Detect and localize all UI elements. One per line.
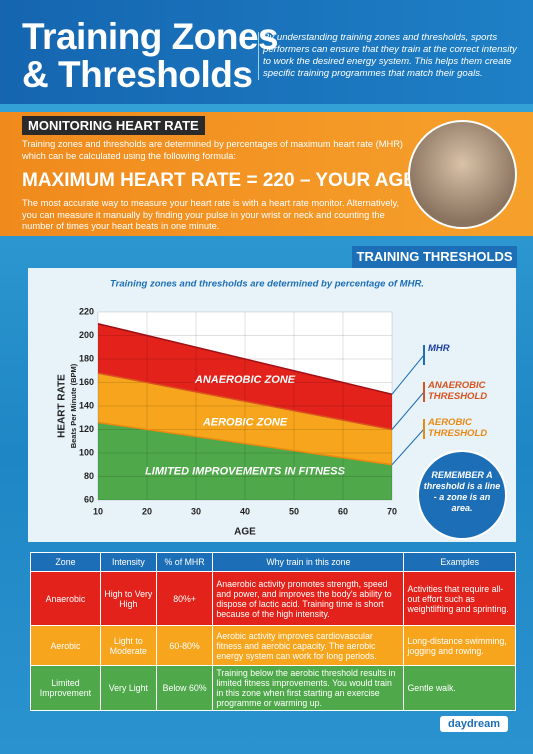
zone-label: LIMITED IMPROVEMENTS IN FITNESS <box>145 466 346 478</box>
title: Training Zones & Thresholds <box>22 16 279 95</box>
y-tick-label: 140 <box>79 400 94 410</box>
x-tick-label: 40 <box>240 506 250 516</box>
x-tick-label: 70 <box>387 506 397 516</box>
column-header: % of MHR <box>155 552 214 572</box>
series-label: AEROBIC THRESHOLD <box>428 417 488 439</box>
formula: MAXIMUM HEART RATE = 220 – YOUR AGE <box>22 170 416 191</box>
x-tick-label: 30 <box>191 506 201 516</box>
y-tick-label: 200 <box>79 330 94 340</box>
note-box: REMEMBER A threshold is a line - a zone … <box>423 470 501 513</box>
table-row: Limited Improvement Very Light Below 60% Tr… <box>30 665 516 711</box>
zone-label: AEROBIC ZONE <box>202 416 288 428</box>
series-label: ANAEROBIC THRESHOLD <box>428 380 488 402</box>
x-tick-label: 10 <box>93 506 103 516</box>
threshold-line <box>97 421 393 466</box>
y-tick-label: 60 <box>84 494 94 504</box>
label-connector <box>391 428 425 466</box>
y-axis-label: HEART RATE <box>57 374 68 438</box>
zone-fill <box>98 373 392 465</box>
label-connector <box>391 391 425 430</box>
logo: daydream <box>440 716 508 732</box>
table-cell: 80%+ <box>155 571 214 626</box>
paragraph: The most accurate way to measure your he… <box>22 198 400 231</box>
photo <box>408 120 517 229</box>
y-tick-label: 100 <box>79 447 94 457</box>
title-line: & Thresholds <box>22 54 253 95</box>
x-tick-label: 60 <box>338 506 348 516</box>
table-cell: Below 60% <box>155 665 214 711</box>
table-cell: Aerobic activity improves cardiovascular… <box>212 625 405 666</box>
y-tick-label: 180 <box>79 353 94 363</box>
series-label-box: MHR <box>428 343 450 354</box>
table-row: Aerobic Light to Moderate 60-80% Aerobic ac… <box>30 625 516 666</box>
section-heading: MONITORING HEART RATE <box>22 116 205 135</box>
table-cell: Aerobic <box>30 625 101 666</box>
series-label-box: AEROBIC THRESHOLD <box>428 417 488 439</box>
table-cell: Activities that require all-out effort s… <box>403 571 516 626</box>
y-tick-label: 80 <box>84 471 94 481</box>
zone-label: ANAEROBIC ZONE <box>194 374 296 386</box>
table-cell: Limited Improvement <box>30 665 101 711</box>
series-label: MHR <box>428 343 450 354</box>
table-cell: Very Light <box>99 665 157 711</box>
section-tab: TRAINING THRESHOLDS <box>352 246 517 268</box>
table-row: Anaerobic High to Very High 80%+ Anaerobic … <box>30 571 516 626</box>
table-cell: Light to Moderate <box>99 625 157 666</box>
y-tick-label: 160 <box>79 377 94 387</box>
zones-table: Zone Intensity% of MHR Why train in this z… <box>30 552 516 711</box>
table-cell: Training below the aerobic threshold res… <box>212 665 405 711</box>
table-cell: High to Very High <box>99 571 157 626</box>
table-cell: Long-distance swimming, jogging and rowi… <box>403 625 516 666</box>
header-row: Zone Intensity% of MHR Why train in this z… <box>30 552 516 572</box>
column-header: Examples <box>403 552 516 572</box>
zone-fill <box>98 323 392 430</box>
x-tick-label: 20 <box>142 506 152 516</box>
y-tick-label: 220 <box>79 306 94 316</box>
table-cell: 60-80% <box>155 625 214 666</box>
y-axis-sublabel: Beats Per Minute (BPM) <box>69 363 78 448</box>
column-header: Why train in this zone <box>212 552 405 572</box>
note: REMEMBER A threshold is a line - a zone … <box>423 470 501 513</box>
threshold-line <box>97 372 393 431</box>
table-cell: Gentle walk. <box>403 665 516 711</box>
y-tick-label: 120 <box>79 424 94 434</box>
threshold-line <box>97 323 393 395</box>
table-cell: Anaerobic <box>30 571 101 626</box>
title-line: Training Zones <box>22 16 279 57</box>
header-band <box>0 0 533 104</box>
chart-subtitle: Training zones and thresholds are determ… <box>110 279 424 290</box>
label-connector <box>391 354 425 395</box>
column-header: Intensity <box>99 552 157 572</box>
note-circle <box>417 450 507 540</box>
x-axis-label: AGE <box>234 527 256 538</box>
intro: By understanding training zones and thre… <box>258 32 525 80</box>
paragraph: Training zones and thresholds are determ… <box>22 139 404 161</box>
x-tick-label: 50 <box>289 506 299 516</box>
zone-fill <box>98 422 392 500</box>
column-header: Zone <box>30 552 101 572</box>
series-label-box: ANAEROBIC THRESHOLD <box>428 380 488 402</box>
table-cell: Anaerobic activity promotes strength, sp… <box>212 571 405 626</box>
